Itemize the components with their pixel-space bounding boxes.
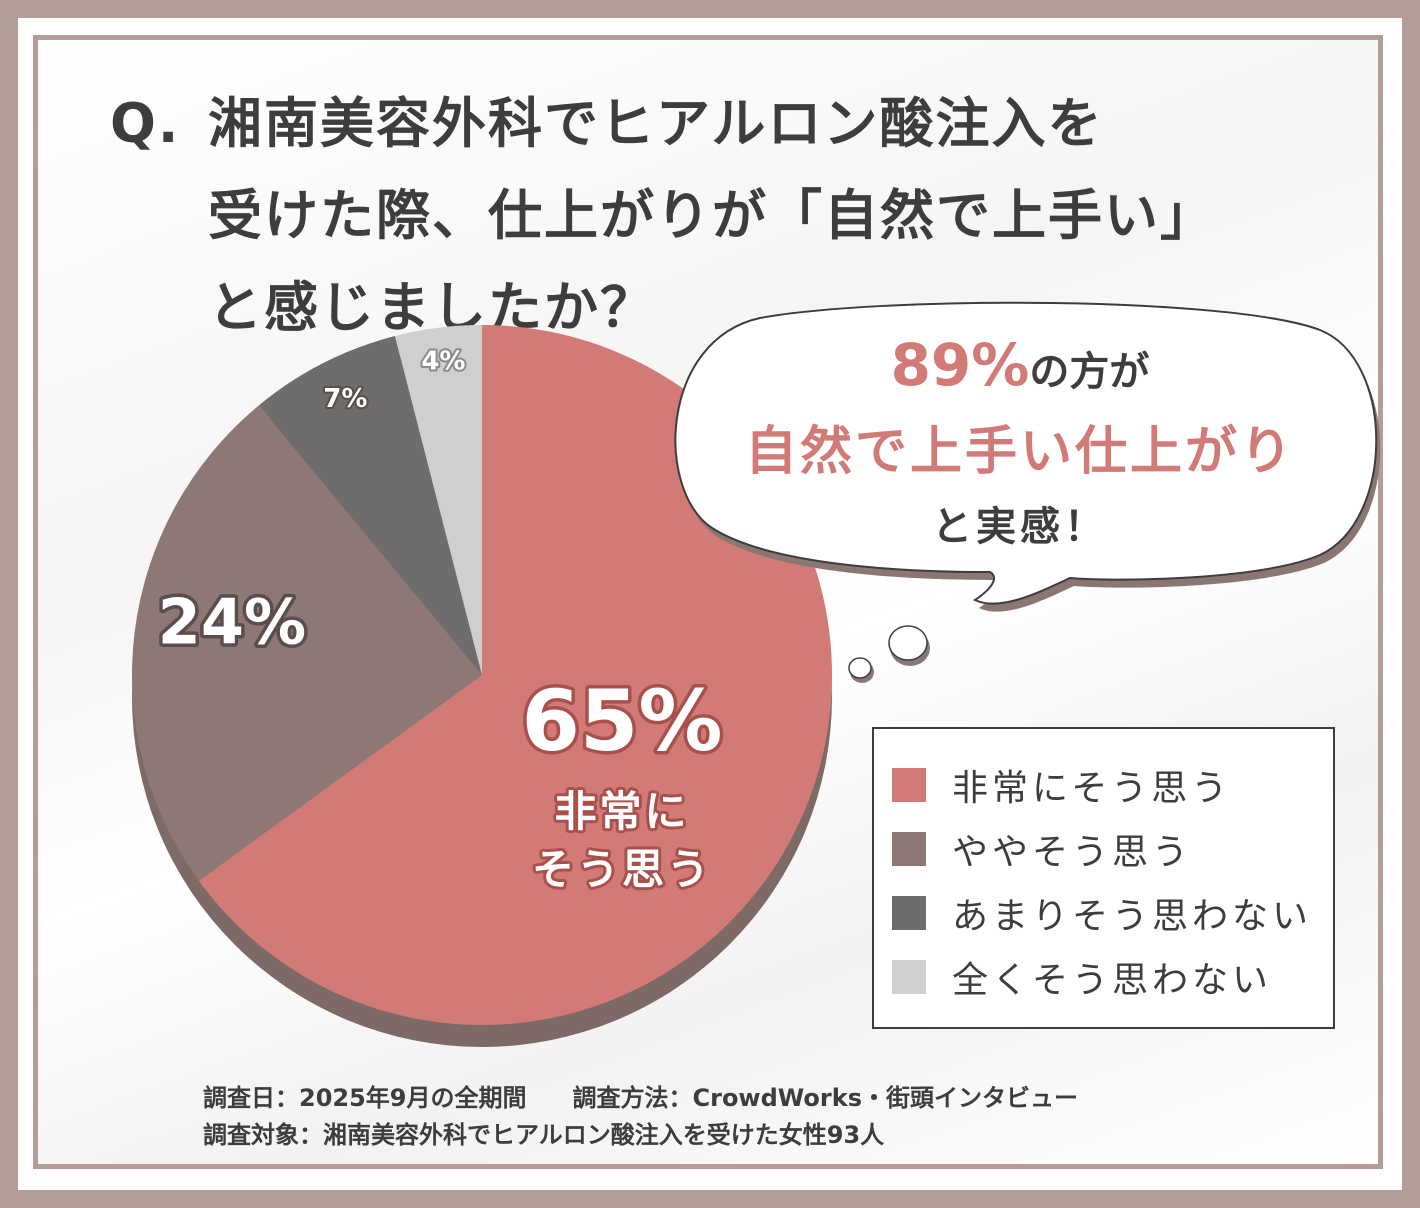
survey-footer: 調査日：2025年9月の全期間 調査方法：CrowdWorks・街頭インタビュー … [203, 1080, 1078, 1154]
pie-slice-2 [258, 335, 482, 675]
legend-item-very-agree: 非常にそう思う [892, 765, 1231, 809]
legend-label: 全くそう思わない [952, 960, 1273, 1001]
question-line-3: と感じましたか？ [208, 276, 656, 339]
survey-method: 調査方法：CrowdWorks・街頭インタビュー [572, 1084, 1078, 1112]
question-prefix: Q. [110, 92, 181, 155]
pie-slice-3 [394, 325, 482, 675]
pie-labels: 65% 24% 7% 4% 非常にそう思う [154, 344, 726, 897]
bubble-line-2: 自然で上手い仕上がり [744, 422, 1295, 482]
legend-item-somewhat-disagree: あまりそう思わない [892, 893, 1312, 937]
legend-label: あまりそう思わない [952, 896, 1313, 937]
legend-item-not-at-all: 全くそう思わない [892, 957, 1272, 1001]
legend-label: 非常にそう思う [952, 768, 1232, 809]
slice-label-2: 7% [323, 384, 367, 414]
legend-item-somewhat-agree: ややそう思う [892, 829, 1192, 873]
slice-label-0: 65% [521, 672, 722, 770]
legend-label: ややそう思う [952, 832, 1193, 873]
question-line-2: 受けた際、仕上がりが「自然で上手い」 [208, 184, 1216, 247]
slice-inner-label-1: 非常に [554, 787, 689, 836]
legend-swatch [892, 960, 926, 994]
pie-slice-1 [132, 405, 482, 881]
question-line-1: 湘南美容外科でヒアルロン酸注入を [208, 92, 1104, 155]
question-title: Q. 湘南美容外科でヒアルロン酸注入を 受けた際、仕上がりが「自然で上手い」 と感… [110, 78, 1330, 354]
pie-slices [132, 325, 832, 1025]
survey-date: 調査日：2025年9月の全期間 [203, 1084, 527, 1112]
legend-swatch [892, 832, 926, 866]
chart-legend: 非常にそう思う ややそう思う あまりそう思わない 全くそう思わない [872, 727, 1335, 1029]
bubble-line-1: の方が [1029, 349, 1150, 395]
bubble-text: 89%の方が 自然で上手い仕上がり と実感！ [700, 325, 1340, 562]
survey-target: 調査対象：湘南美容外科でヒアルロン酸注入を受けた女性93人 [203, 1121, 885, 1149]
pie-slice-0 [198, 325, 832, 1025]
legend-swatch [892, 896, 926, 930]
slice-label-3: 4% [421, 346, 465, 376]
slice-label-1: 24% [158, 585, 306, 658]
speech-bubble [674, 301, 1381, 683]
bubble-line-3: と実感！ [932, 504, 1108, 550]
legend-swatch [892, 768, 926, 802]
bubble-percent: 89% [890, 331, 1030, 399]
slice-inner-label-2: そう思う [532, 845, 712, 894]
